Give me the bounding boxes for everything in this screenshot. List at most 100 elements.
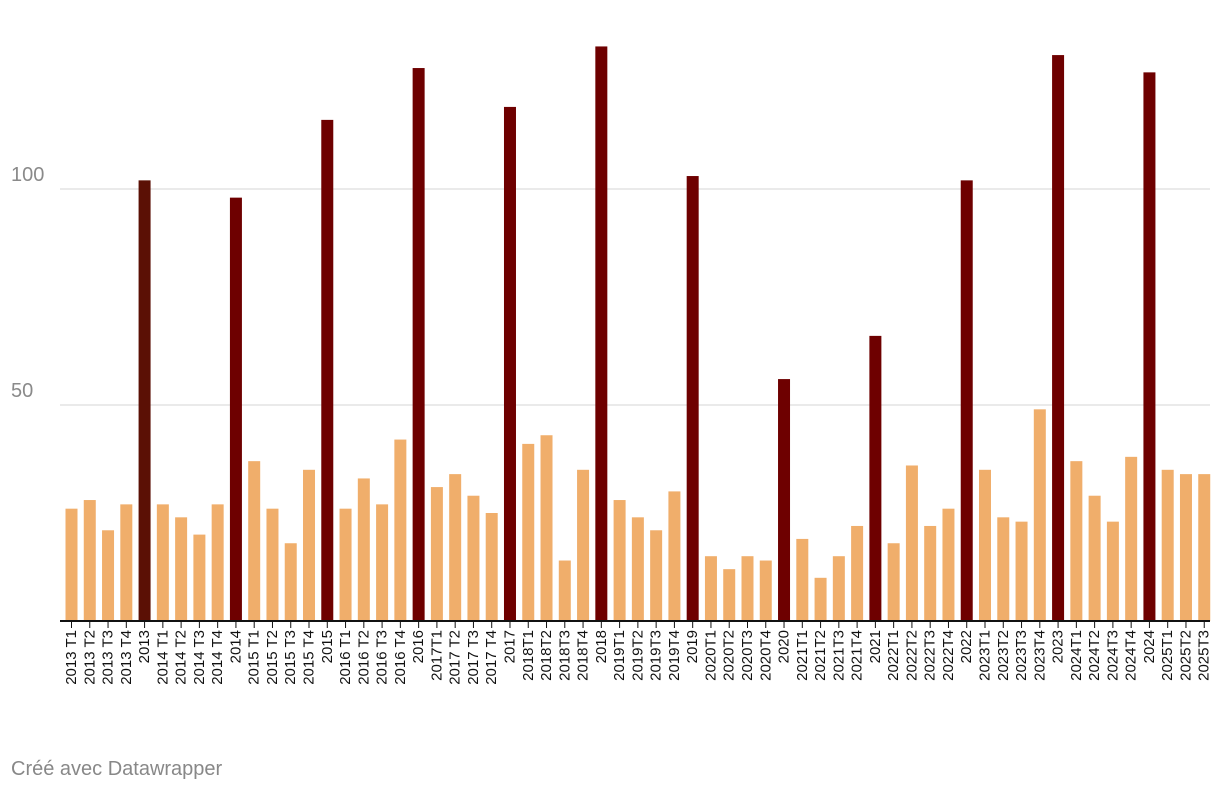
y-tick-label: 100	[11, 164, 44, 186]
x-axis-tick-labels: 2013 T1 2013 T2 2013 T3 2013 T4 2013 2014 T1 2…	[63, 630, 1213, 685]
x-tick-label: 2015	[319, 630, 336, 663]
bar-quarter	[1198, 474, 1211, 621]
bar-quarter	[357, 478, 370, 621]
bar-quarter	[924, 525, 937, 621]
bar-quarter	[485, 513, 498, 621]
bar-quarter	[540, 435, 553, 621]
x-tick-label: 2021T1	[794, 630, 811, 681]
x-tick-label: 2021T3	[830, 630, 847, 681]
bar-quarter	[156, 504, 169, 621]
bar-quarter	[905, 465, 918, 621]
bar-quarter	[394, 439, 407, 621]
bar-annual	[778, 379, 791, 621]
bar-quarter	[1125, 456, 1138, 621]
x-tick-label: 2016	[410, 630, 427, 663]
x-tick-label: 2015 T4	[301, 630, 318, 685]
bar-annual	[503, 106, 516, 622]
bar-quarter	[814, 577, 827, 621]
x-tick-label: 2022T1	[885, 630, 902, 681]
x-tick-label: 2014 T4	[209, 630, 226, 685]
bar-quarter	[266, 508, 279, 621]
bar-quarter	[467, 495, 480, 621]
bar-quarter	[650, 530, 663, 621]
bar-quarter	[723, 569, 736, 621]
x-tick-label: 2017 T3	[465, 630, 482, 685]
x-tick-label: 2023T3	[1013, 630, 1030, 681]
bar-quarter	[1070, 461, 1083, 621]
x-tick-label: 2021	[867, 630, 884, 663]
bar-quarter	[522, 443, 535, 621]
x-tick-label: 2018	[593, 630, 610, 663]
x-tick-label: 2016 T1	[337, 630, 354, 685]
bar-quarter	[303, 469, 316, 621]
x-tick-label: 2020T4	[757, 630, 774, 681]
bar-quarter	[668, 491, 681, 621]
bar-quarter	[193, 534, 206, 621]
x-tick-label: 2014 T3	[191, 630, 208, 685]
x-tick-label: 2013 T4	[118, 630, 135, 685]
x-tick-label: 2024T4	[1123, 630, 1140, 681]
footer-credit: Créé avec Datawrapper	[11, 758, 223, 780]
bar-annual	[321, 119, 334, 621]
bar-quarter	[1015, 521, 1028, 621]
x-tick-label: 2022T4	[940, 630, 957, 681]
x-tick-label: 2019T2	[629, 630, 646, 681]
bar-quarter	[339, 508, 352, 621]
x-tick-label: 2017 T2	[447, 630, 464, 685]
x-tick-label: 2019T4	[666, 630, 683, 681]
bar-quarter	[376, 504, 389, 621]
x-tick-label: 2023T2	[995, 630, 1012, 681]
bar-quarter	[120, 504, 133, 621]
x-tick-label: 2021T4	[849, 630, 866, 681]
bar-quarter	[979, 469, 991, 621]
bar-quarter	[102, 530, 115, 621]
x-tick-label: 2016 T4	[392, 630, 409, 685]
x-tick-label: 2013	[136, 630, 153, 663]
x-tick-label: 2019T1	[611, 630, 628, 681]
bar-quarter	[942, 508, 955, 621]
x-tick-label: 2024T2	[1086, 630, 1103, 681]
x-tick-label: 2016 T3	[374, 630, 391, 685]
bar-quarter	[832, 556, 845, 621]
bar-quarter	[796, 538, 809, 621]
x-tick-label: 2018T3	[556, 630, 573, 681]
bar-quarter	[65, 508, 78, 621]
x-tick-label: 2018T2	[538, 630, 555, 681]
x-tick-label: 2014 T1	[154, 630, 171, 685]
y-tick-label: 50	[11, 380, 33, 402]
bar-annual	[869, 335, 882, 621]
bar-quarter	[631, 517, 644, 621]
x-tick-label: 2014	[227, 630, 244, 663]
x-tick-label: 2020T2	[721, 630, 738, 681]
bar-quarter	[1161, 469, 1174, 621]
bar-quarter	[997, 517, 1010, 621]
bar-quarter	[284, 543, 297, 621]
x-tick-label: 2025T2	[1177, 630, 1194, 681]
x-tick-label: 2017	[501, 630, 518, 663]
bar-quarter	[175, 517, 188, 621]
x-tick-label: 2018T4	[575, 630, 592, 681]
x-tick-label: 2020T3	[739, 630, 756, 681]
x-tick-label: 2017 T4	[483, 630, 500, 685]
bar-quarter	[248, 461, 261, 621]
bar-quarter	[449, 474, 462, 621]
bar-annual	[138, 180, 151, 622]
bar-quarter	[577, 469, 590, 621]
x-tick-label: 2021T2	[812, 630, 829, 681]
y-axis-tick-labels: 50 100	[11, 164, 44, 402]
x-tick-label: 2024	[1141, 630, 1158, 663]
bar-quarter	[1106, 521, 1119, 621]
x-tick-label: 2013 T2	[81, 630, 98, 685]
x-axis-ticks	[71, 621, 1205, 628]
x-tick-label: 2024T3	[1104, 630, 1121, 681]
bar-annual	[960, 180, 973, 622]
x-tick-label: 2018T1	[520, 630, 537, 681]
bar-quarter	[613, 500, 626, 621]
bar-annual	[412, 68, 425, 622]
x-tick-label: 2014 T2	[173, 630, 190, 685]
x-tick-label: 2024T1	[1068, 630, 1085, 681]
bar-annual	[686, 176, 699, 622]
x-tick-label: 2017T1	[428, 630, 445, 681]
x-tick-label: 2013 T3	[100, 630, 117, 685]
x-tick-label: 2023T4	[1031, 630, 1048, 681]
